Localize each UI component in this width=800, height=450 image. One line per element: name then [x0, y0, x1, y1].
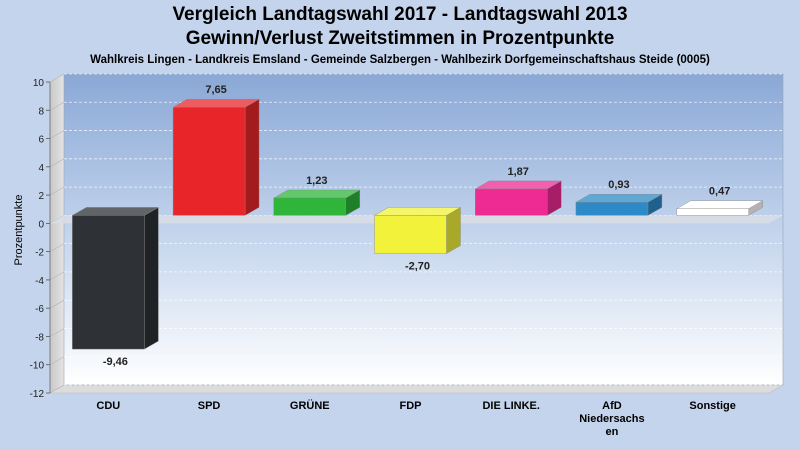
grid-line-wall [49, 356, 65, 365]
bar-front [475, 188, 548, 216]
bar-front [575, 202, 649, 216]
y-tick-label: -10 [30, 361, 45, 372]
grid-line-wall [49, 158, 65, 168]
category-label: Niedersachs [579, 413, 644, 425]
value-label: 1,23 [306, 175, 327, 187]
category-label: FDP [400, 400, 422, 412]
bar-top [71, 207, 160, 216]
left-wall [50, 74, 64, 393]
y-axis-label: Prozentpunkte [13, 195, 25, 266]
bar-6 [575, 193, 663, 216]
category-label: DIE LINKE. [482, 400, 539, 412]
bar-4 [373, 207, 462, 254]
grid-line-wall [49, 130, 65, 139]
y-tick-label: 0 [38, 219, 44, 230]
bar-front [374, 215, 447, 254]
bar-side [144, 207, 159, 350]
value-label: 1,87 [508, 166, 529, 178]
grid-line-wall [49, 186, 65, 196]
grid-line-wall [49, 73, 65, 83]
y-tick-label: -4 [35, 276, 44, 287]
category-label: AfD [602, 400, 622, 412]
y-tick-label: 10 [33, 78, 45, 89]
bar-top [675, 200, 764, 209]
bar-1 [71, 207, 160, 350]
bar-5 [474, 180, 562, 216]
grid-line-wall [49, 328, 65, 337]
y-tick-label: 4 [38, 163, 44, 174]
chart-title: Vergleich Landtagswahl 2017 - Landtagswa… [172, 4, 628, 25]
value-label: -2,70 [405, 261, 430, 273]
bar-front [676, 208, 749, 216]
y-tick-label: 2 [38, 191, 44, 202]
category-label: SPD [198, 400, 221, 412]
bar-front [273, 197, 346, 216]
bar-2 [172, 98, 260, 216]
bar-3 [273, 189, 361, 216]
category-label: GRÜNE [290, 399, 330, 412]
value-label: 0,93 [608, 179, 629, 191]
bar-7 [675, 200, 764, 216]
category-label: Sonstige [689, 400, 735, 412]
y-tick-label: -8 [35, 332, 44, 343]
category-label: CDU [96, 400, 120, 412]
bar-top [273, 189, 361, 199]
value-label: 0,47 [709, 186, 730, 198]
bar-front [72, 215, 145, 350]
value-label: -9,46 [103, 356, 128, 368]
y-tick-label: -2 [35, 248, 44, 259]
y-tick-label: -12 [30, 389, 45, 400]
y-tick-label: 6 [38, 135, 44, 146]
grid-line-wall [49, 271, 65, 281]
bar-top [373, 207, 462, 216]
bar-top [575, 194, 663, 203]
y-tick-label: -6 [35, 304, 44, 315]
bar-top [474, 180, 562, 190]
plot-border [63, 73, 784, 386]
bar-front [172, 107, 246, 216]
value-label: 7,65 [205, 84, 226, 96]
bar-top [172, 99, 260, 108]
grid-line-wall [49, 299, 65, 309]
chart-region-caption: Wahlkreis Lingen - Landkreis Emsland - G… [90, 54, 710, 66]
floor [48, 384, 785, 394]
grid-line-wall [49, 243, 65, 252]
grid-line-wall [49, 102, 65, 111]
category-label: en [606, 426, 619, 438]
y-tick-label: 8 [38, 106, 44, 117]
grid-line-wall [49, 384, 65, 394]
bar-side [244, 98, 260, 216]
chart-subtitle: Gewinn/Verlust Zweitstimmen in Prozentpu… [185, 28, 615, 49]
